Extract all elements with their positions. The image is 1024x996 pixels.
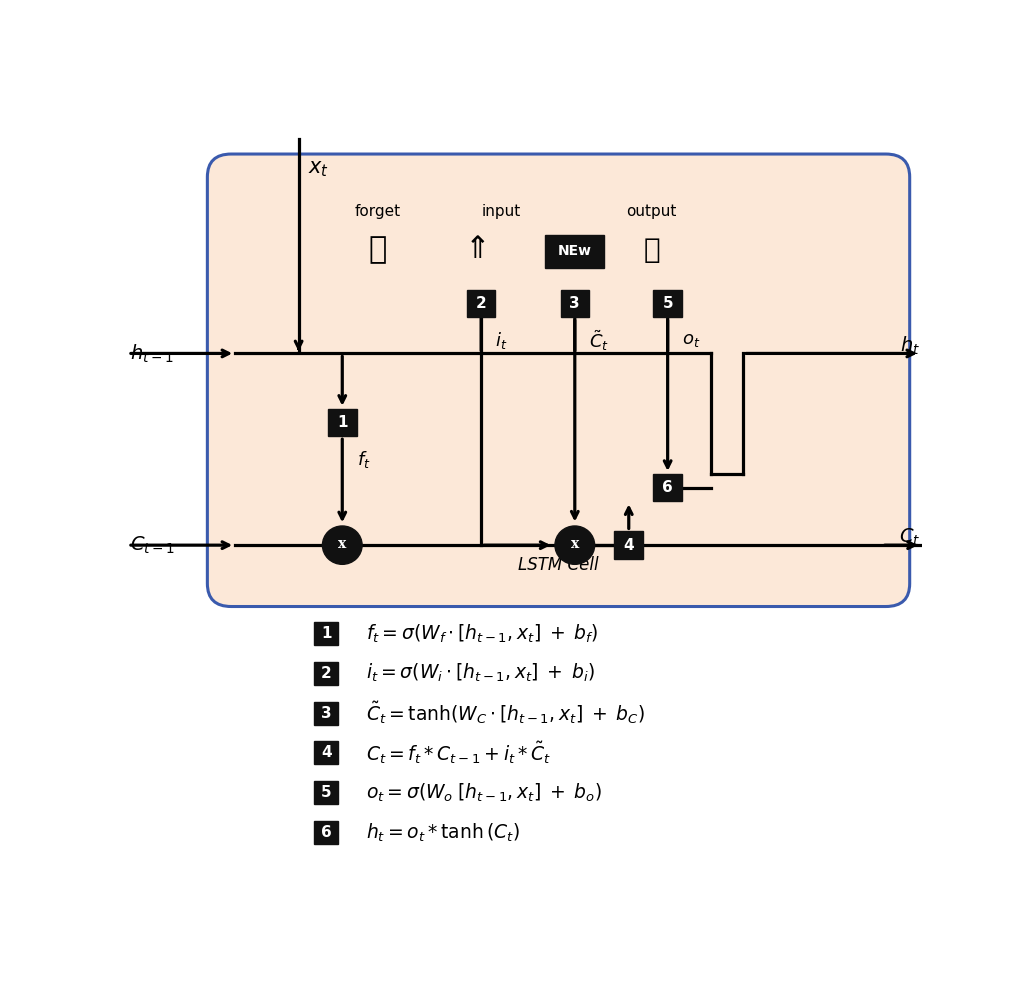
Text: 🤨: 🤨 bbox=[369, 235, 387, 264]
Text: $C_{t-1}$: $C_{t-1}$ bbox=[130, 535, 175, 556]
Text: 5: 5 bbox=[322, 786, 332, 801]
Circle shape bbox=[323, 526, 362, 565]
Text: 1: 1 bbox=[322, 625, 332, 640]
FancyBboxPatch shape bbox=[328, 408, 356, 436]
Text: $i_t = \sigma\left(W_i\cdot[h_{t-1},x_t]\;+\;b_i\right)$: $i_t = \sigma\left(W_i\cdot[h_{t-1},x_t]… bbox=[367, 662, 595, 684]
Text: $h_t = o_t * \tanh\left(C_t\right)$: $h_t = o_t * \tanh\left(C_t\right)$ bbox=[367, 822, 520, 844]
Text: $C_t = f_t * C_{t-1} + i_t * \tilde{C}_t$: $C_t = f_t * C_{t-1} + i_t * \tilde{C}_t… bbox=[367, 740, 552, 766]
FancyBboxPatch shape bbox=[314, 661, 338, 684]
Text: 3: 3 bbox=[322, 705, 332, 721]
Text: 6: 6 bbox=[322, 826, 332, 841]
Text: $f_t = \sigma\left(W_f\cdot[h_{t-1},x_t]\;+\;b_f\right)$: $f_t = \sigma\left(W_f\cdot[h_{t-1},x_t]… bbox=[367, 622, 599, 644]
Text: $x_t$: $x_t$ bbox=[308, 159, 330, 179]
Text: 5: 5 bbox=[663, 296, 673, 311]
FancyBboxPatch shape bbox=[314, 701, 338, 725]
Text: NEw: NEw bbox=[558, 244, 592, 258]
Text: $o_t$: $o_t$ bbox=[682, 332, 700, 350]
FancyBboxPatch shape bbox=[314, 782, 338, 805]
Text: 1: 1 bbox=[337, 415, 347, 430]
Text: ⇑: ⇑ bbox=[465, 235, 489, 264]
Text: $f_t$: $f_t$ bbox=[356, 449, 371, 470]
Text: 3: 3 bbox=[569, 296, 581, 311]
Text: $\tilde{C}_t = \tanh(W_C\cdot[h_{t-1},x_t]\;+\;b_C)$: $\tilde{C}_t = \tanh(W_C\cdot[h_{t-1},x_… bbox=[367, 700, 645, 726]
FancyBboxPatch shape bbox=[546, 235, 604, 268]
Text: $C_t$: $C_t$ bbox=[899, 527, 920, 548]
Text: 🚶: 🚶 bbox=[643, 236, 660, 264]
FancyBboxPatch shape bbox=[653, 290, 682, 318]
Text: $h_t$: $h_t$ bbox=[900, 335, 920, 357]
Text: 6: 6 bbox=[663, 480, 673, 495]
Text: input: input bbox=[481, 204, 520, 219]
Text: 2: 2 bbox=[476, 296, 486, 311]
Text: $i_t$: $i_t$ bbox=[496, 330, 508, 351]
Text: LSTM Cell: LSTM Cell bbox=[518, 557, 599, 575]
Text: $\tilde{C}_t$: $\tilde{C}_t$ bbox=[589, 328, 609, 353]
FancyBboxPatch shape bbox=[314, 741, 338, 765]
Text: output: output bbox=[627, 204, 677, 219]
Text: forget: forget bbox=[355, 204, 401, 219]
Text: 4: 4 bbox=[624, 538, 634, 553]
FancyBboxPatch shape bbox=[614, 531, 643, 559]
FancyBboxPatch shape bbox=[207, 154, 909, 607]
Text: $h_{t-1}$: $h_{t-1}$ bbox=[130, 343, 173, 365]
FancyBboxPatch shape bbox=[653, 474, 682, 501]
FancyBboxPatch shape bbox=[314, 622, 338, 644]
Text: 4: 4 bbox=[322, 745, 332, 761]
Text: $o_t = \sigma\left(W_o\;[h_{t-1},x_t]\;+\;b_o\right)$: $o_t = \sigma\left(W_o\;[h_{t-1},x_t]\;+… bbox=[367, 782, 602, 804]
Text: 2: 2 bbox=[322, 665, 332, 680]
FancyBboxPatch shape bbox=[560, 290, 589, 318]
FancyBboxPatch shape bbox=[467, 290, 496, 318]
Text: x: x bbox=[338, 537, 346, 551]
Circle shape bbox=[555, 526, 595, 565]
Text: x: x bbox=[570, 537, 579, 551]
FancyBboxPatch shape bbox=[314, 822, 338, 845]
